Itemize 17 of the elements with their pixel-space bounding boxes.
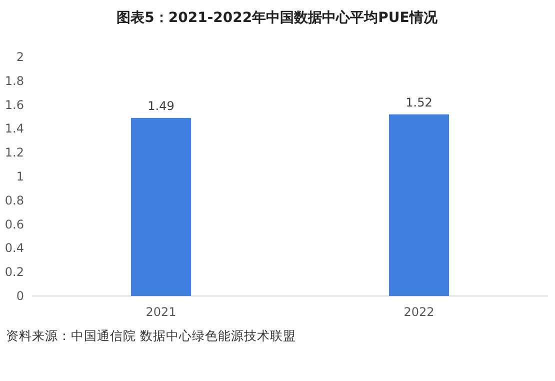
y-tick-label: 0 xyxy=(16,289,24,303)
y-tick-label: 0.4 xyxy=(4,241,24,256)
y-tick-label: 0.2 xyxy=(4,265,24,280)
y-tick-label: 1.4 xyxy=(4,122,24,136)
x-tick-label: 2021 xyxy=(146,305,176,319)
y-tick-label: 2 xyxy=(16,50,24,64)
x-tick-label: 2022 xyxy=(404,305,434,319)
y-tick-label: 1.6 xyxy=(4,98,24,112)
data-label: 1.49 xyxy=(148,98,174,113)
y-tick-label: 1.8 xyxy=(4,74,24,88)
y-tick-label: 1 xyxy=(16,170,24,184)
data-label: 1.52 xyxy=(406,95,432,110)
y-tick-label: 0.6 xyxy=(4,217,24,232)
chart-title: 图表5：2021-2022年中国数据中心平均PUE情况 xyxy=(116,9,438,26)
y-tick-label: 1.2 xyxy=(4,146,24,160)
text: 资料来源：中国通信院 数据中心绿色能源技术联盟 xyxy=(6,328,296,343)
y-tick-label: 0.8 xyxy=(4,193,24,208)
